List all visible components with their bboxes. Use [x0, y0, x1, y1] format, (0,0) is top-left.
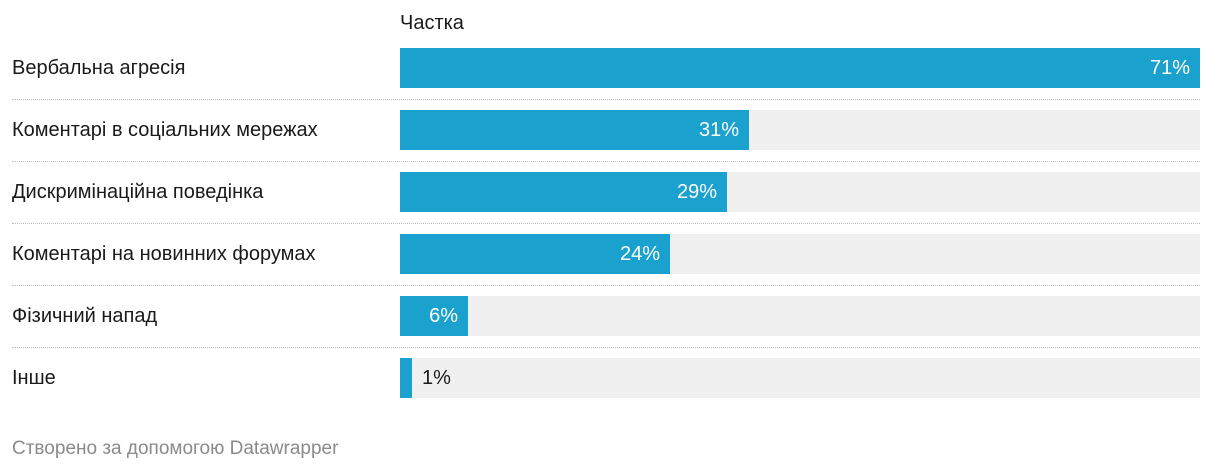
- row-separator: [12, 99, 1200, 100]
- bar-value-label: 71%: [1149, 57, 1190, 79]
- category-label: Фізичний напад: [12, 305, 158, 327]
- bar: [400, 172, 727, 212]
- bar-value-label: 1%: [422, 367, 451, 389]
- category-label: Коментарі на новинних форумах: [12, 243, 316, 265]
- bar-row: Дискримінаційна поведінка 29%: [0, 172, 1220, 234]
- bar-track: 31%: [400, 110, 1200, 150]
- bar-value-label: 29%: [676, 181, 717, 203]
- row-separator: [12, 223, 1200, 224]
- bar: [400, 234, 670, 274]
- bar-value-label: 6%: [429, 305, 458, 327]
- category-label: Коментарі в соціальних мережах: [12, 119, 318, 141]
- bar: [400, 296, 468, 336]
- bar-row: Коментарі в соціальних мережах 31%: [0, 110, 1220, 172]
- bar: [400, 358, 412, 398]
- bar-track: 29%: [400, 172, 1200, 212]
- row-separator: [12, 161, 1200, 162]
- bar-row: Коментарі на новинних форумах 24%: [0, 234, 1220, 296]
- column-header: Частка: [400, 12, 464, 34]
- bar-chart: Вербальна агресія 71% Коментарі в соціальн…: [0, 48, 1220, 420]
- bar-track: 6%: [400, 296, 1200, 336]
- bar-row: Вербальна агресія 71%: [0, 48, 1220, 110]
- bar: [400, 110, 749, 150]
- bar-row: Фізичний напад 6%: [0, 296, 1220, 358]
- category-label: Дискримінаційна поведінка: [12, 181, 264, 203]
- bar-row: Інше 1%: [0, 358, 1220, 420]
- bar-track: 71%: [400, 48, 1200, 88]
- row-separator: [12, 285, 1200, 286]
- category-label: Інше: [12, 367, 56, 389]
- bar-value-label: 31%: [698, 119, 739, 141]
- row-separator: [12, 347, 1200, 348]
- bar-value-label: 24%: [619, 243, 660, 265]
- footer-credit: Створено за допомогою Datawrapper: [12, 438, 339, 459]
- category-label: Вербальна агресія: [12, 57, 186, 79]
- bar-track: 24%: [400, 234, 1200, 274]
- bar-track: 1%: [400, 358, 1200, 398]
- bar: [400, 48, 1200, 88]
